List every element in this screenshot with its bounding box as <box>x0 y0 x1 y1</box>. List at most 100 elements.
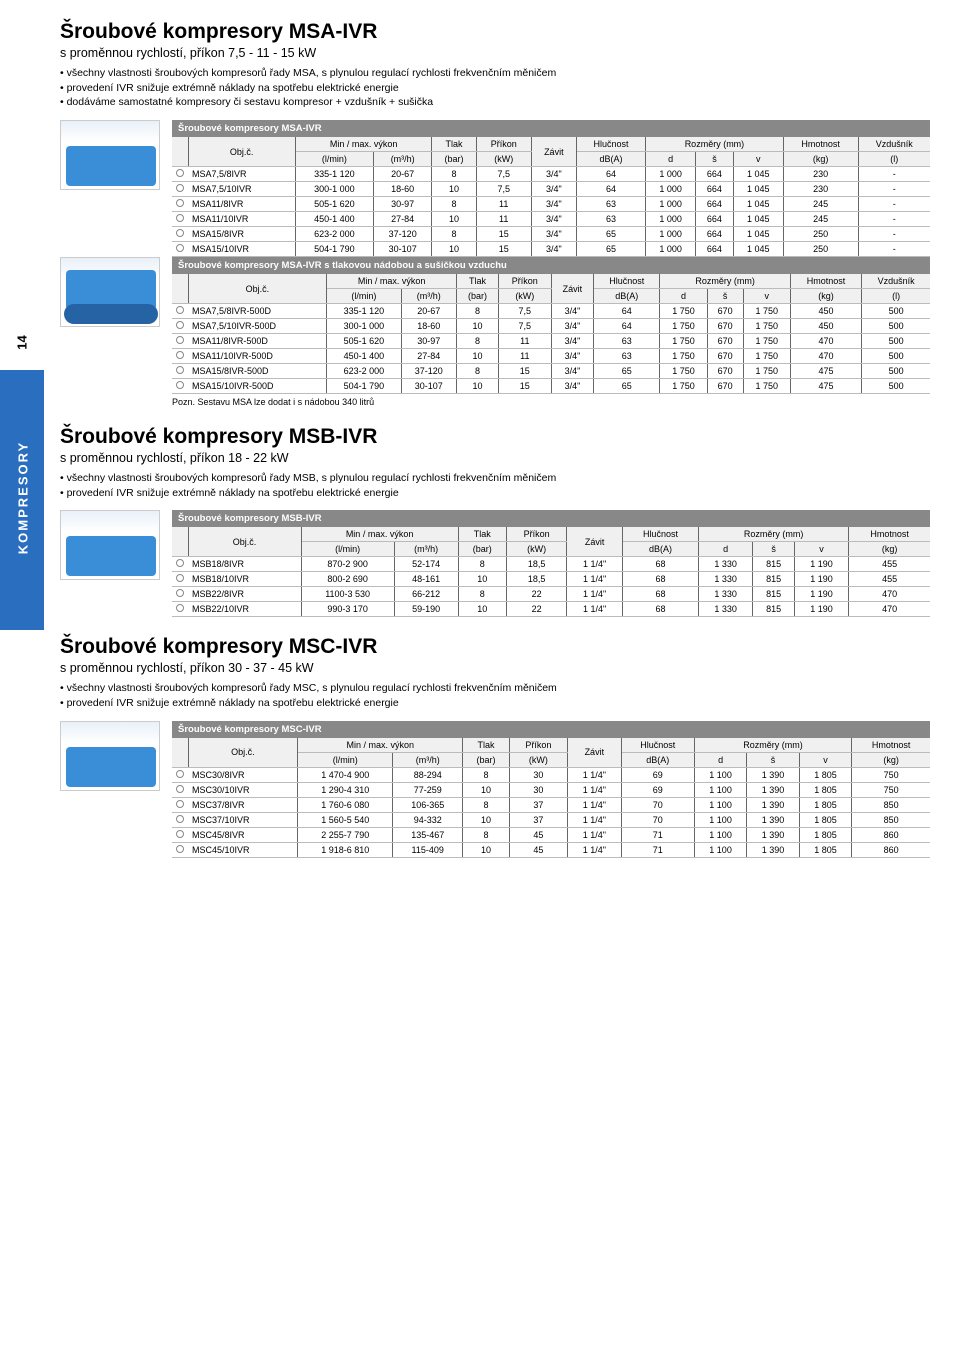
hdr-prikon: Příkon <box>506 527 566 542</box>
cell-obj: MSA7,5/8IVR-500D <box>188 304 327 319</box>
cell: 2 255-7 790 <box>298 827 393 842</box>
cell: 1 805 <box>799 812 851 827</box>
table-row: MSB18/8IVR 870-2 90052-174818,51 1/4"681… <box>172 557 930 572</box>
cell: 20-67 <box>373 167 431 182</box>
cell: 27-84 <box>373 212 431 227</box>
cell: 1 918-6 810 <box>298 842 393 857</box>
cell-obj: MSA11/10IVR <box>188 212 295 227</box>
table-section: Šroubové kompresory MSA-IVR Obj.č. Min /… <box>60 120 930 257</box>
cell: 245 <box>783 212 858 227</box>
cell: 3/4" <box>531 242 576 257</box>
cell: 70 <box>621 797 694 812</box>
table-row: MSA11/8IVR 505-1 62030-978113/4"631 0006… <box>172 197 930 212</box>
cell: 1 290-4 310 <box>298 782 393 797</box>
cell: 10 <box>457 349 499 364</box>
table-section: Šroubové kompresory MSA-IVR s tlakovou n… <box>60 257 930 407</box>
table-row: MSA15/10IVR-500D 504-1 79030-10710153/4"… <box>172 379 930 394</box>
cell: 37-120 <box>373 227 431 242</box>
bullet-list: všechny vlastnosti šroubových kompresorů… <box>60 471 930 500</box>
hdr-hmot: Hmotnost <box>849 527 930 542</box>
cell: 3/4" <box>551 334 594 349</box>
cell-obj: MSC45/8IVR <box>188 827 298 842</box>
cell: 8 <box>463 827 510 842</box>
cell: 1 190 <box>794 602 848 617</box>
cell: 71 <box>621 842 694 857</box>
cell: 1 390 <box>747 827 799 842</box>
cell: 300-1 000 <box>295 182 373 197</box>
cell-obj: MSC37/8IVR <box>188 797 298 812</box>
hdr-zavit: Závit <box>568 738 622 768</box>
cell: 990-3 170 <box>301 602 394 617</box>
cell: 1 805 <box>799 827 851 842</box>
cell: 1 1/4" <box>568 782 622 797</box>
cell: 1 750 <box>743 334 790 349</box>
cell: 470 <box>790 349 861 364</box>
bullet-list: všechny vlastnosti šroubových kompresorů… <box>60 681 930 710</box>
cell-obj: MSA7,5/10IVR-500D <box>188 319 327 334</box>
cell: 450-1 400 <box>327 349 401 364</box>
cell: 1 100 <box>694 767 746 782</box>
cell: 1 560-5 540 <box>298 812 393 827</box>
cell-obj: MSA11/8IVR <box>188 197 295 212</box>
cell: 1100-3 530 <box>301 587 394 602</box>
cell: 1 470-4 900 <box>298 767 393 782</box>
table-row: MSA15/8IVR-500D 623-2 00037-1208153/4"65… <box>172 364 930 379</box>
table-row: MSA15/10IVR 504-1 79030-10710153/4"651 0… <box>172 242 930 257</box>
cell: 15 <box>499 364 552 379</box>
hdr-obj: Obj.č. <box>188 274 327 304</box>
cell: 1 045 <box>733 167 783 182</box>
cell: 65 <box>576 227 645 242</box>
cell: 11 <box>499 349 552 364</box>
cell: 68 <box>622 572 698 587</box>
table-title: Šroubové kompresory MSC-IVR <box>172 721 930 738</box>
product-thumb <box>60 510 160 580</box>
cell-obj: MSA11/10IVR-500D <box>188 349 327 364</box>
row-marker-icon <box>176 845 184 853</box>
cell: 63 <box>576 197 645 212</box>
table-row: MSA7,5/8IVR-500D 335-1 12020-6787,53/4"6… <box>172 304 930 319</box>
cell: 1 1/4" <box>568 827 622 842</box>
cell: 65 <box>594 379 660 394</box>
cell: 500 <box>862 319 930 334</box>
hdr-hmot: Hmotnost <box>790 274 861 289</box>
cell: 15 <box>499 379 552 394</box>
spec-table: Šroubové kompresory MSB-IVR Obj.č. Min /… <box>172 510 930 617</box>
cell: 1 000 <box>646 167 696 182</box>
cell: 1 330 <box>698 557 752 572</box>
section-subtitle: s proměnnou rychlostí, příkon 7,5 - 11 -… <box>60 46 930 60</box>
table-wrap: Šroubové kompresory MSA-IVR Obj.č. Min /… <box>172 120 930 257</box>
cell: 18,5 <box>506 572 566 587</box>
cell: 475 <box>790 379 861 394</box>
cell: 504-1 790 <box>327 379 401 394</box>
cell: 450 <box>790 319 861 334</box>
cell: 623-2 000 <box>327 364 401 379</box>
cell: 670 <box>707 349 743 364</box>
cell: 860 <box>852 827 930 842</box>
hdr-minmax: Min / max. výkon <box>298 738 463 753</box>
table-row: MSB22/10IVR 990-3 17059-19010221 1/4"681… <box>172 602 930 617</box>
cell: 664 <box>695 242 733 257</box>
cell: 1 750 <box>743 319 790 334</box>
cell: 63 <box>576 212 645 227</box>
hdr-tlak: Tlak <box>458 527 506 542</box>
cell: 30 <box>509 782 567 797</box>
cell: 3/4" <box>551 364 594 379</box>
cell: 1 750 <box>660 334 707 349</box>
row-marker-icon <box>176 306 184 314</box>
hdr-rozm: Rozměry (mm) <box>694 738 851 753</box>
cell: 8 <box>457 304 499 319</box>
cell: 1 750 <box>743 379 790 394</box>
cell: 1 045 <box>733 182 783 197</box>
hdr-hluc: Hlučnost <box>594 274 660 289</box>
cell: 800-2 690 <box>301 572 394 587</box>
bullet: dodáváme samostatné kompresory či sestav… <box>60 95 930 110</box>
cell: 64 <box>576 182 645 197</box>
cell: 8 <box>457 334 499 349</box>
cell: 3/4" <box>551 349 594 364</box>
table-row: MSC30/10IVR 1 290-4 31077-25910301 1/4"6… <box>172 782 930 797</box>
cell: 664 <box>695 197 733 212</box>
cell-obj: MSA7,5/10IVR <box>188 182 295 197</box>
cell-obj: MSA11/8IVR-500D <box>188 334 327 349</box>
cell: 1 330 <box>698 572 752 587</box>
section-title: Šroubové kompresory MSB-IVR <box>60 425 930 449</box>
